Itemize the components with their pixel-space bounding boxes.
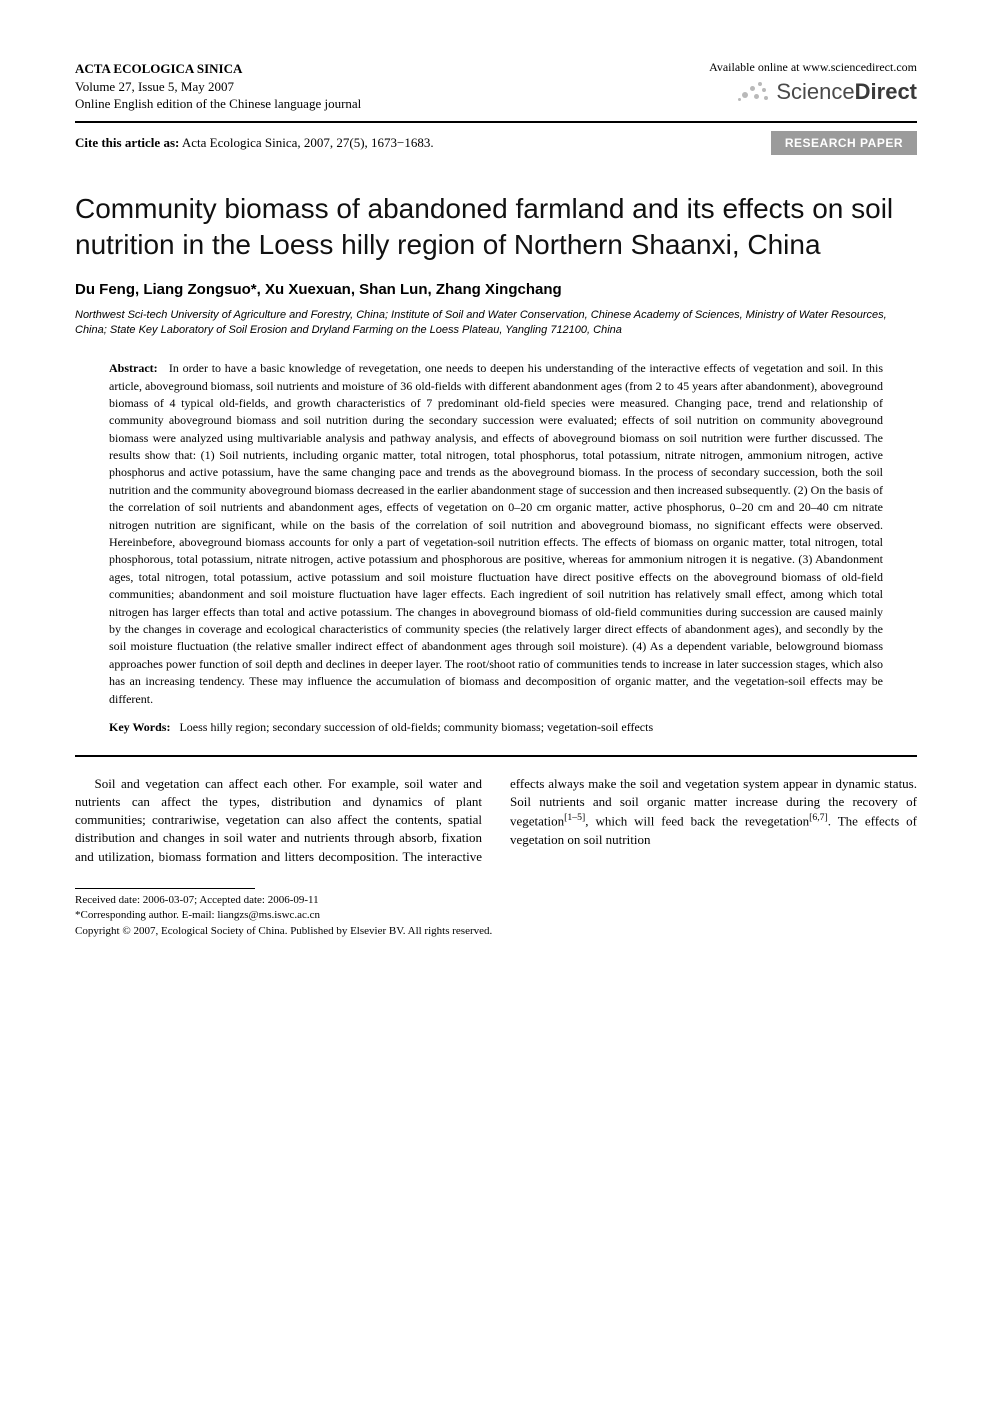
sd-bold: Direct	[855, 79, 917, 104]
sciencedirect-dots-icon	[736, 80, 770, 104]
sd-light: Science	[776, 79, 854, 104]
ref-6-7: [6,7]	[809, 812, 828, 823]
rule-after-abstract	[75, 755, 917, 757]
corresponding-author: *Corresponding author. E-mail: liangzs@m…	[75, 908, 917, 923]
header-left: ACTA ECOLOGICA SINICA Volume 27, Issue 5…	[75, 60, 361, 113]
cite-row: Cite this article as: Acta Ecologica Sin…	[75, 131, 917, 155]
research-paper-badge: RESEARCH PAPER	[771, 131, 917, 155]
abstract-text: In order to have a basic knowledge of re…	[109, 361, 883, 705]
sciencedirect-logo: ScienceDirect	[709, 79, 917, 105]
header-right: Available online at www.sciencedirect.co…	[709, 60, 917, 105]
edition-line: Online English edition of the Chinese la…	[75, 95, 361, 113]
body-text: Soil and vegetation can affect each othe…	[75, 775, 917, 866]
header: ACTA ECOLOGICA SINICA Volume 27, Issue 5…	[75, 60, 917, 113]
footer: Received date: 2006-03-07; Accepted date…	[75, 893, 917, 939]
body-col2b: , which will feed back the revegetation	[585, 814, 809, 829]
cite-label: Cite this article as:	[75, 135, 179, 150]
copyright: Copyright © 2007, Ecological Society of …	[75, 924, 917, 939]
article-title: Community biomass of abandoned farmland …	[75, 191, 917, 264]
authors: Du Feng, Liang Zongsuo*, Xu Xuexuan, Sha…	[75, 281, 917, 298]
cite-text: Acta Ecologica Sinica, 2007, 27(5), 1673…	[179, 135, 433, 150]
received-date: Received date: 2006-03-07; Accepted date…	[75, 893, 917, 908]
affiliation: Northwest Sci-tech University of Agricul…	[75, 308, 917, 338]
footer-separator	[75, 888, 255, 889]
ref-1-5: [1–5]	[564, 812, 585, 823]
abstract-label: Abstract:	[109, 361, 158, 375]
rule-top	[75, 121, 917, 123]
available-online: Available online at www.sciencedirect.co…	[709, 60, 917, 75]
keywords-label: Key Words:	[109, 720, 170, 734]
journal-name: ACTA ECOLOGICA SINICA	[75, 60, 361, 78]
volume-line: Volume 27, Issue 5, May 2007	[75, 78, 361, 96]
keywords: Key Words: Loess hilly region; secondary…	[75, 720, 917, 735]
abstract: Abstract: In order to have a basic knowl…	[75, 360, 917, 708]
sciencedirect-text: ScienceDirect	[776, 79, 917, 105]
keywords-text: Loess hilly region; secondary succession…	[179, 720, 653, 734]
cite-text-wrap: Cite this article as: Acta Ecologica Sin…	[75, 135, 434, 151]
